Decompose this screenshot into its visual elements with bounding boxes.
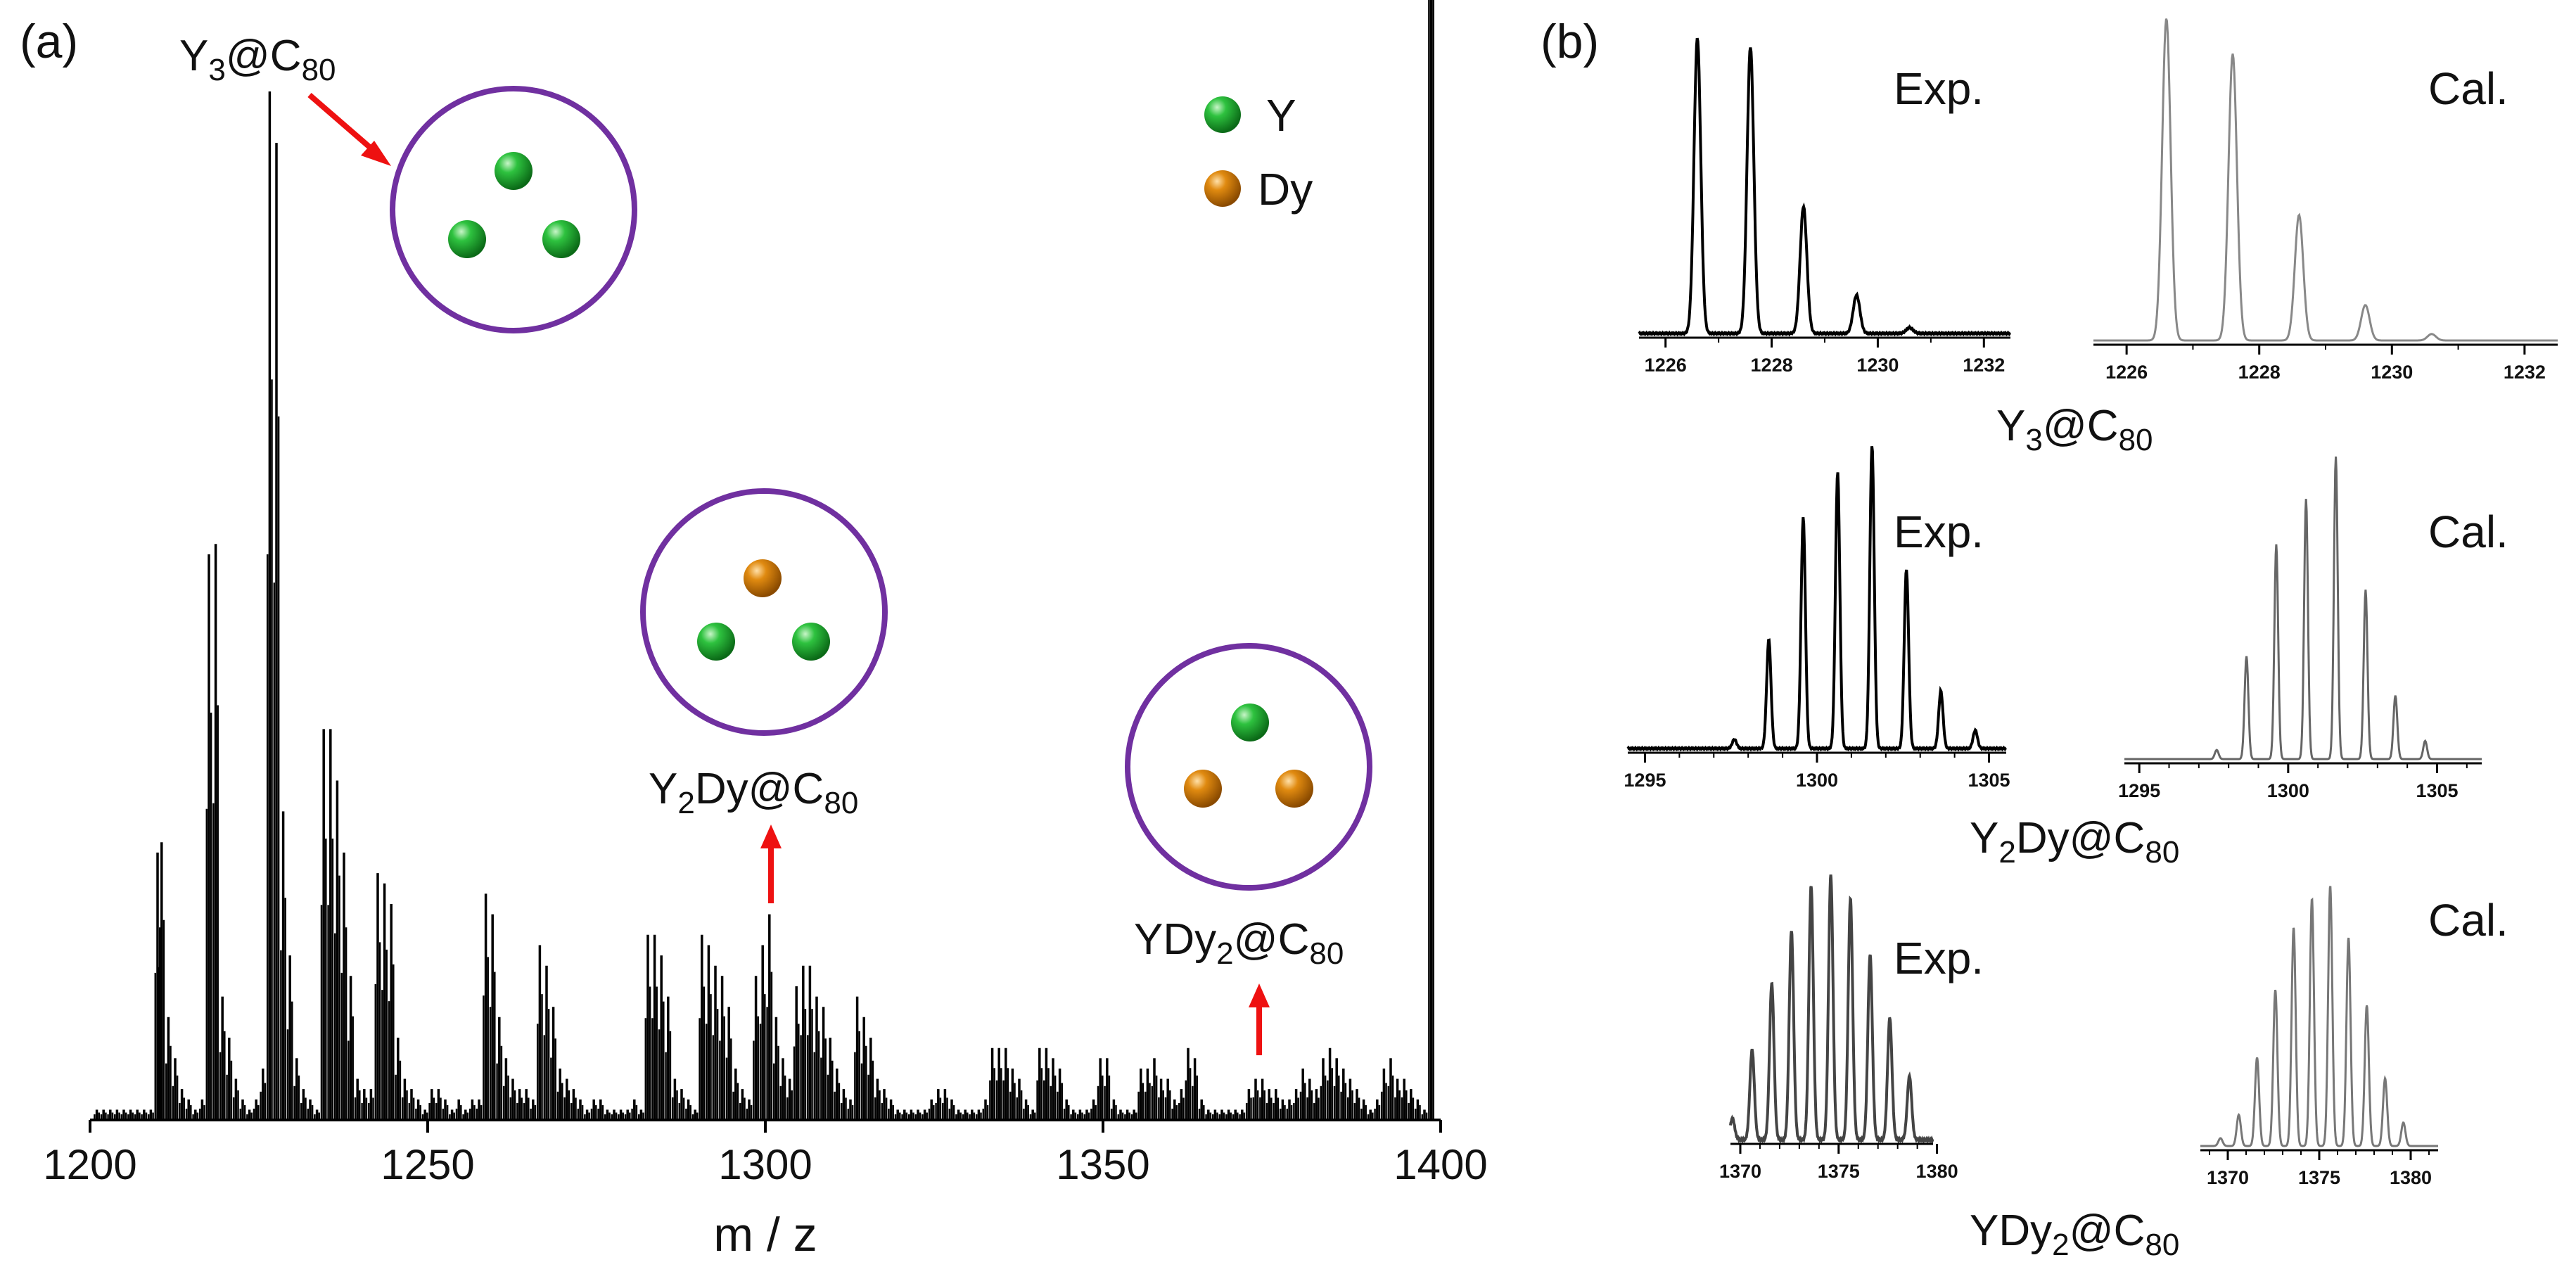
- isotope-tick-label: 1380: [1916, 1161, 1958, 1182]
- isotope-tick-label: 1232: [1963, 355, 2005, 376]
- isotope-trace-exp-3: [1729, 874, 1934, 1145]
- compound-label-3: YDy2@C80: [1970, 1206, 2179, 1262]
- isotope-tick-label: 1295: [1624, 770, 1666, 791]
- atom-y-2: [448, 220, 486, 258]
- isotope-tick-label: 1232: [2504, 362, 2546, 383]
- arrow-y3c80: [307, 92, 375, 153]
- exp-label-2: Exp.: [1894, 507, 1984, 557]
- legend-dy-label: Dy: [1258, 164, 1313, 215]
- x-tick-label: 1400: [1394, 1141, 1487, 1188]
- cal-label-2: Cal.: [2428, 507, 2508, 557]
- isotope-tick-label: 1228: [2238, 362, 2281, 383]
- annotation-y3c80: Y3@C80: [179, 32, 637, 333]
- arrow-head-ydy2c80: [1249, 983, 1270, 1007]
- atom-y-4: [697, 623, 735, 661]
- isotope-tick-label: 1380: [2390, 1167, 2432, 1188]
- panel-b-isotope-plots: 1226 1228 1230 1232 1226 1228 1230 1232 1295 1300…: [1624, 18, 2558, 1188]
- arrow-head-y2dyc80: [760, 824, 782, 848]
- isotope-trace-cal-1: [2093, 18, 2558, 342]
- atom-dy-3: [1275, 770, 1313, 808]
- panel-b-label: (b): [1541, 15, 1599, 68]
- panel-a-peaks: [94, 0, 1434, 1120]
- arrow-head-y3c80: [361, 141, 391, 166]
- panel-a-label: (a): [20, 15, 78, 68]
- isotope-tick-label: 1305: [1968, 770, 2010, 791]
- panel-a-x-label: m / z: [713, 1208, 817, 1261]
- legend: Y Dy: [1204, 90, 1313, 215]
- panel-a-x-ticks: 1200 1250 1300 1350 1400: [43, 1120, 1488, 1188]
- panel-a: (a) 1200 1250 1300 1350 1400 m / z Y Dy Y3@C…: [20, 0, 1488, 1261]
- isotope-tick-label: 1370: [1719, 1161, 1761, 1182]
- isotope-trace-exp-2: [1626, 446, 2007, 752]
- legend-y-label: Y: [1266, 90, 1296, 141]
- isotope-trace-cal-3: [2200, 886, 2438, 1147]
- cal-label-3: Cal.: [2428, 895, 2508, 946]
- cage-ydy2c80: [1125, 643, 1372, 891]
- isotope-tick-label: 1370: [2207, 1167, 2249, 1188]
- isotope-tick-label: 1300: [1796, 770, 1838, 791]
- exp-label-3: Exp.: [1894, 933, 1984, 983]
- isotope-tick-label: 1375: [1818, 1161, 1860, 1182]
- atom-y-5: [792, 623, 830, 661]
- x-tick-label: 1250: [381, 1141, 474, 1188]
- atom-y-3: [542, 220, 580, 258]
- compound-label-2: Y2Dy@C80: [1970, 814, 2179, 870]
- isotope-tick-label: 1230: [1856, 355, 1899, 376]
- label-y3c80: Y3@C80: [179, 32, 336, 87]
- compound-label-1: Y3@C80: [1996, 402, 2153, 457]
- x-tick-label: 1300: [718, 1141, 812, 1188]
- isotope-tick-label: 1228: [1751, 355, 1793, 376]
- atom-y-1: [495, 152, 533, 190]
- legend-y-swatch: [1204, 96, 1241, 133]
- isotope-tick-label: 1305: [2416, 780, 2458, 801]
- cage-y2dyc80: [640, 488, 888, 736]
- isotope-trace-cal-2: [2124, 456, 2482, 760]
- label-y2dyc80: Y2Dy@C80: [649, 765, 858, 820]
- cage-y3c80: [390, 86, 637, 333]
- label-ydy2c80: YDy2@C80: [1134, 915, 1344, 971]
- isotope-tick-label: 1300: [2267, 780, 2309, 801]
- legend-dy-swatch: [1204, 170, 1241, 207]
- panel-b: (b) 1226 1228 1230 1232 1226 1228 1230 1232 1295…: [1541, 15, 2558, 1262]
- x-tick-label: 1200: [43, 1141, 136, 1188]
- isotope-tick-label: 1230: [2371, 362, 2413, 383]
- atom-dy-1: [744, 559, 782, 597]
- isotope-tick-label: 1226: [2105, 362, 2148, 383]
- annotation-y2dyc80: Y2Dy@C80: [640, 488, 888, 903]
- x-tick-label: 1350: [1056, 1141, 1149, 1188]
- isotope-tick-label: 1375: [2298, 1167, 2340, 1188]
- isotope-tick-label: 1226: [1645, 355, 1687, 376]
- isotope-tick-label: 1295: [2118, 780, 2160, 801]
- atom-dy-2: [1184, 770, 1222, 808]
- cal-label-1: Cal.: [2428, 63, 2508, 114]
- annotation-ydy2c80: YDy2@C80: [1125, 643, 1372, 1055]
- exp-label-1: Exp.: [1894, 63, 1984, 114]
- isotope-trace-exp-1: [1638, 37, 2011, 337]
- atom-y-6: [1231, 703, 1269, 741]
